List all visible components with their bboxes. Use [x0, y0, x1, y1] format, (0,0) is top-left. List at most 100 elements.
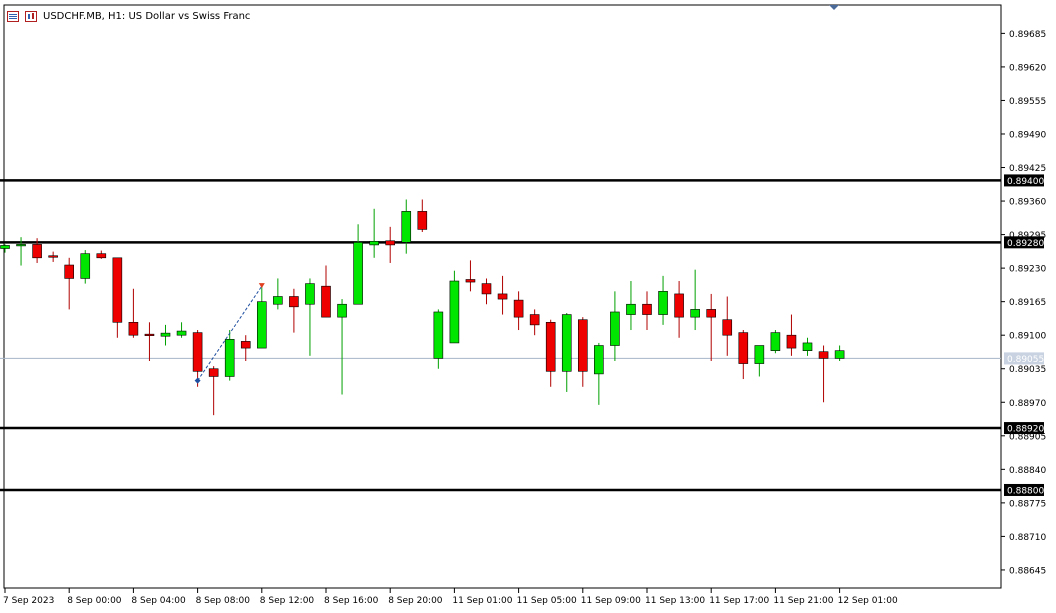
- bull-candle[interactable]: [256, 283, 267, 349]
- level-price-label: 0.88800: [1007, 486, 1044, 496]
- bull-candle[interactable]: [337, 299, 347, 395]
- bid-price-tag: [1004, 352, 1044, 365]
- bull-candle[interactable]: [273, 278, 283, 310]
- bear-candle[interactable]: [818, 345, 829, 403]
- bid-price-label: 0.89055: [1007, 355, 1044, 365]
- bull-candle[interactable]: [449, 270, 460, 344]
- bull-candle[interactable]: [176, 322, 187, 338]
- bear-candle[interactable]: [144, 322, 155, 361]
- bull-candle[interactable]: [0, 244, 10, 253]
- chart-title: USDCHF.MB, H1: US Dollar vs Swiss Franc: [43, 10, 251, 22]
- bear-candle[interactable]: [642, 291, 652, 331]
- bear-candle[interactable]: [289, 288, 299, 333]
- time-axis-label: 8 Sep 12:00: [260, 596, 315, 606]
- bear-candle[interactable]: [529, 309, 540, 336]
- bull-candle[interactable]: [433, 309, 444, 369]
- bull-candle[interactable]: [658, 275, 668, 325]
- buy-arrow-icon[interactable]: [194, 377, 201, 384]
- bear-candle[interactable]: [786, 314, 797, 356]
- bull-candle[interactable]: [16, 237, 26, 266]
- bear-candle[interactable]: [208, 366, 219, 416]
- bull-candle[interactable]: [305, 278, 315, 356]
- time-axis[interactable]: 7 Sep 2023 8 Sep 00:00 8 Sep 04:00 8 Sep 08…: [3, 588, 898, 606]
- bear-candle[interactable]: [417, 199, 428, 233]
- candle-body: [192, 332, 203, 372]
- bear-candle[interactable]: [674, 281, 684, 338]
- bull-candle[interactable]: [224, 330, 235, 381]
- bull-candle[interactable]: [401, 199, 412, 254]
- candle-body: [818, 351, 829, 359]
- candle-body: [674, 293, 684, 318]
- candle-body: [690, 309, 700, 318]
- bull-candle[interactable]: [160, 324, 171, 346]
- bear-candle[interactable]: [240, 335, 251, 361]
- bear-candle[interactable]: [128, 288, 139, 338]
- candle-body: [770, 332, 781, 351]
- bear-candle[interactable]: [545, 319, 556, 387]
- bear-candle[interactable]: [481, 278, 492, 305]
- candle-body: [738, 332, 749, 364]
- bear-candle[interactable]: [738, 330, 749, 380]
- shift-marker-icon[interactable]: [829, 5, 839, 10]
- chart-frame: [3, 4, 1002, 589]
- bull-candle[interactable]: [754, 345, 765, 377]
- time-axis-label: 8 Sep 00:00: [67, 596, 122, 606]
- bull-candle[interactable]: [561, 313, 572, 392]
- price-axis-label: 0.88710: [1009, 533, 1046, 543]
- bear-candle[interactable]: [96, 250, 107, 259]
- time-axis-label: 8 Sep 08:00: [196, 596, 251, 606]
- level-price-label: 0.88920: [1007, 425, 1044, 435]
- bear-candle[interactable]: [32, 238, 42, 263]
- horizontal-levels[interactable]: [0, 179, 1001, 492]
- bear-candle[interactable]: [321, 265, 331, 318]
- candle-body: [240, 341, 251, 349]
- candles[interactable]: [0, 199, 845, 416]
- bear-candle[interactable]: [577, 317, 588, 387]
- price-axis[interactable]: 0.89685 0.89620 0.89555 0.89490 0.89425 0.893…: [1001, 30, 1046, 577]
- bear-candle[interactable]: [513, 291, 524, 331]
- bull-candle[interactable]: [610, 291, 620, 361]
- bull-candle[interactable]: [770, 330, 781, 354]
- price-axis-label: 0.88775: [1009, 499, 1046, 509]
- window-menu-icon[interactable]: [7, 10, 19, 22]
- bull-candle[interactable]: [626, 281, 636, 331]
- bear-candle[interactable]: [722, 296, 733, 356]
- bear-candle[interactable]: [64, 257, 74, 310]
- candle-body: [481, 283, 492, 295]
- bear-candle[interactable]: [465, 260, 476, 292]
- level-price-tag: [1004, 236, 1044, 249]
- candle-body: [64, 264, 74, 279]
- candle-body: [433, 311, 444, 359]
- bull-candle[interactable]: [353, 224, 363, 305]
- bull-candle[interactable]: [80, 250, 91, 284]
- bull-candle[interactable]: [834, 345, 845, 361]
- time-axis-label: 11 Sep 21:00: [773, 596, 833, 606]
- time-axis-label: 11 Sep 05:00: [517, 596, 577, 606]
- sell-arrow-icon[interactable]: [258, 283, 265, 289]
- candle-body: [337, 303, 347, 318]
- price-axis-label: 0.89490: [1009, 130, 1046, 140]
- bear-candle[interactable]: [497, 275, 508, 315]
- plot-border: [3, 4, 1002, 589]
- bear-candle[interactable]: [48, 251, 58, 262]
- bull-candle[interactable]: [802, 337, 813, 356]
- bear-candle[interactable]: [112, 257, 123, 338]
- time-axis-label: 7 Sep 2023: [3, 596, 54, 606]
- candle-body: [289, 296, 299, 308]
- bear-candle[interactable]: [192, 330, 203, 387]
- bull-candle[interactable]: [594, 342, 604, 405]
- time-axis-label: 8 Sep 16:00: [324, 596, 379, 606]
- bear-candle[interactable]: [706, 293, 717, 361]
- bear-candle[interactable]: [385, 226, 396, 263]
- bull-candle[interactable]: [369, 208, 379, 258]
- trade-markers[interactable]: [194, 283, 265, 384]
- candle-body: [658, 291, 668, 315]
- trade-history-line[interactable]: [197, 285, 263, 381]
- chart-properties-icon[interactable]: [25, 10, 37, 22]
- bull-candle[interactable]: [690, 269, 700, 331]
- price-axis-label: 0.89425: [1009, 164, 1046, 174]
- candle-body: [96, 253, 107, 259]
- candle-body: [754, 345, 765, 364]
